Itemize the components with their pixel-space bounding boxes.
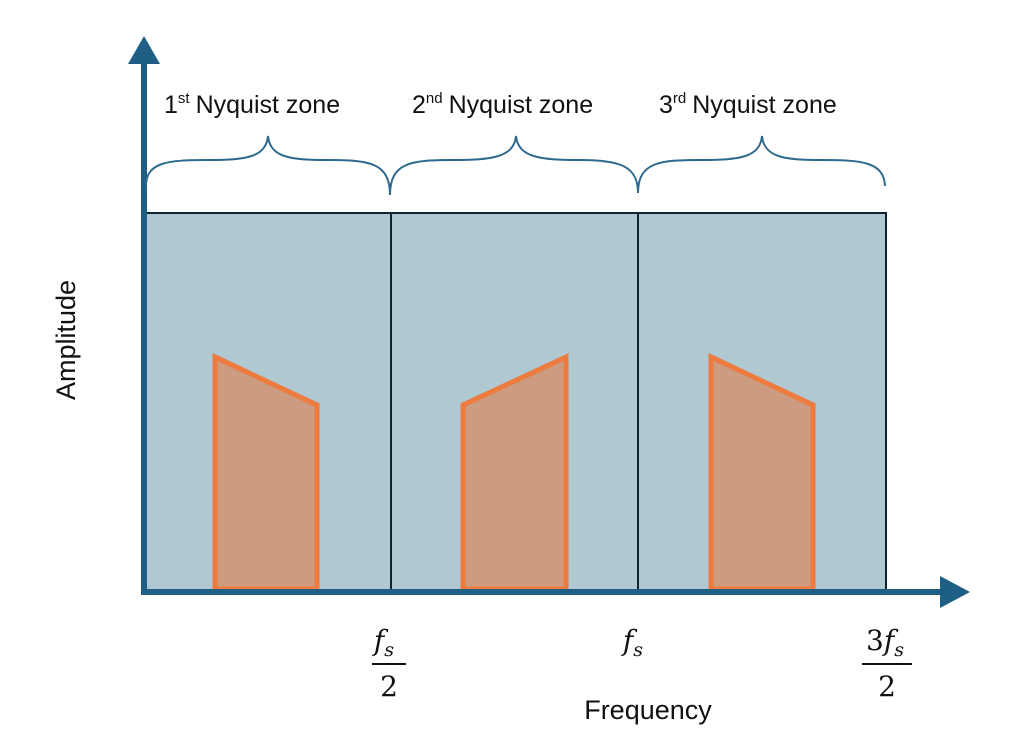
tick-fs: fs xyxy=(621,624,643,661)
tick-3fs-over-2: 3fs 2 xyxy=(862,624,912,703)
tick-fs-over-2-numerator: fs xyxy=(372,624,394,661)
zone-label-1: 1st Nyquist zone xyxy=(164,90,340,119)
tick-3fs-over-2-denominator: 2 xyxy=(878,670,896,703)
zone-label-2: 2nd Nyquist zone xyxy=(412,90,593,119)
y-axis-arrow-icon xyxy=(128,36,160,64)
tick-fs-over-2-denominator: 2 xyxy=(380,670,398,703)
brace-zone-1 xyxy=(145,135,391,196)
tick-3fs-over-2-numerator: 3fs xyxy=(866,624,904,661)
zone-labels: 1st Nyquist zone 2nd Nyquist zone 3rd Nyqui… xyxy=(164,90,837,119)
zone-braces xyxy=(145,135,886,196)
zone-label-3: 3rd Nyquist zone xyxy=(659,90,837,119)
x-axis-label: Frequency xyxy=(584,695,712,725)
x-axis-arrow-icon xyxy=(940,576,970,608)
tick-fs-label: fs xyxy=(621,624,643,661)
axes xyxy=(128,36,970,608)
y-axis-label: Amplitude xyxy=(51,280,81,400)
brace-zone-2 xyxy=(389,135,639,196)
tick-fs-over-2: fs 2 xyxy=(372,624,406,703)
brace-zone-3 xyxy=(637,135,886,194)
spectra xyxy=(212,353,816,592)
